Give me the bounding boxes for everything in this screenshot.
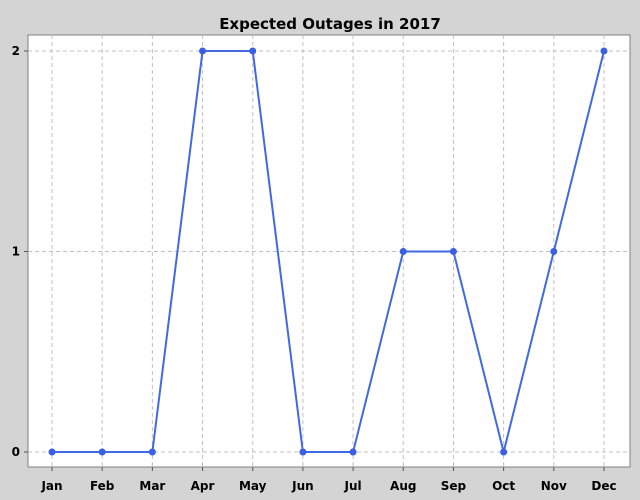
data-point [500, 448, 508, 456]
series-line [52, 50, 605, 453]
y-tick-label: 2 [12, 44, 20, 58]
x-tick-label: Jan [40, 479, 62, 493]
x-tick-label: Nov [541, 479, 567, 493]
y-tick-label: 0 [12, 445, 20, 459]
data-point [399, 248, 407, 255]
data-point [449, 248, 457, 255]
y-tick-label: 1 [12, 245, 20, 259]
series-layer [48, 47, 608, 456]
x-tick-label: Dec [591, 479, 616, 493]
data-point [98, 448, 106, 456]
chart-title: Expected Outages in 2017 [219, 15, 441, 33]
data-point [349, 448, 357, 456]
axes [24, 50, 605, 471]
x-tick-label: Jun [291, 479, 314, 493]
x-tick-label: Mar [139, 479, 165, 493]
x-tick-label: Apr [191, 479, 215, 493]
data-point [48, 448, 56, 456]
x-tick-label: Jul [344, 479, 362, 493]
data-point [550, 248, 558, 255]
x-tick-label: Feb [90, 479, 115, 493]
x-tick-label: Aug [390, 479, 416, 493]
data-point [249, 47, 257, 55]
x-tick-label: Oct [492, 479, 515, 493]
data-point [299, 448, 307, 456]
tick-labels: 0 1 2 Jan Feb Mar Apr May Jun Jul Aug Sep Oct Nov Dec [12, 44, 617, 493]
x-tick-label: May [239, 479, 267, 493]
data-point [600, 47, 608, 55]
data-point [199, 47, 207, 55]
data-point [148, 448, 156, 456]
x-tick-label: Sep [441, 479, 467, 493]
